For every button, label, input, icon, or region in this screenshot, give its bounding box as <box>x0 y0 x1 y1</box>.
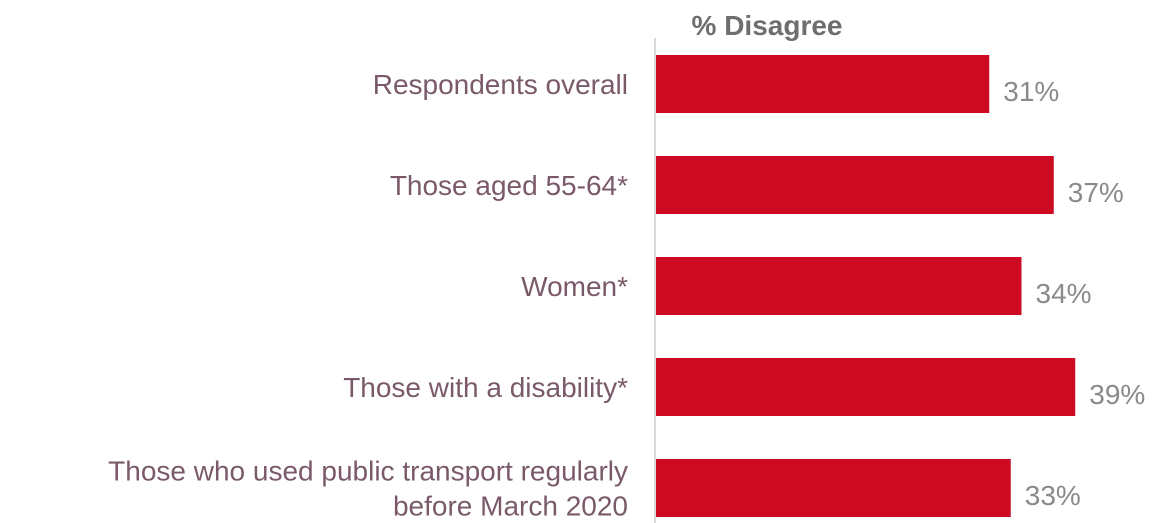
category-label-3: Those with a disability* <box>343 372 628 403</box>
category-label-0-line-0: Respondents overall <box>373 69 628 100</box>
bars-group <box>656 55 1076 517</box>
value-labels-group: 31% 37% 34% 39% 33% <box>1003 76 1145 511</box>
value-label-3: 39% <box>1089 379 1145 410</box>
bar-4 <box>656 459 1011 517</box>
category-label-2: Women* <box>521 271 628 302</box>
category-label-0: Respondents overall <box>373 69 628 100</box>
bar-2 <box>656 257 1022 315</box>
category-label-4-line-1: before March 2020 <box>393 491 628 522</box>
category-label-4: Those who used public transport regularl… <box>108 456 628 522</box>
bar-0 <box>656 55 990 113</box>
chart-title: % Disagree <box>692 10 843 41</box>
bar-3 <box>656 358 1076 416</box>
value-label-2: 34% <box>1036 278 1092 309</box>
category-label-1-line-0: Those aged 55-64* <box>390 170 628 201</box>
value-label-4: 33% <box>1025 480 1081 511</box>
category-label-1: Those aged 55-64* <box>390 170 628 201</box>
category-label-4-line-0: Those who used public transport regularl… <box>108 456 628 487</box>
value-label-1: 37% <box>1068 177 1124 208</box>
category-label-3-line-0: Those with a disability* <box>343 372 628 403</box>
category-label-2-line-0: Women* <box>521 271 628 302</box>
bar-1 <box>656 156 1054 214</box>
category-labels-group: Respondents overall Those aged 55-64* Wome… <box>108 69 628 522</box>
value-label-0: 31% <box>1003 76 1059 107</box>
